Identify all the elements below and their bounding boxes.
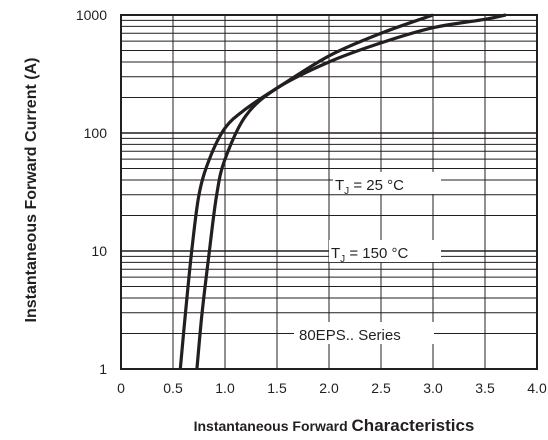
- x-axis-title-part2: Characteristics: [352, 416, 475, 435]
- grid-lines: [120, 15, 538, 370]
- x-tick-label-3: 1.5: [267, 380, 287, 396]
- plot-frame: [120, 14, 538, 370]
- curve-series-0: [178, 13, 434, 370]
- x-tick-label-2: 1.0: [215, 380, 235, 396]
- y-tick-label-2: 100: [84, 125, 108, 141]
- y-tick-label-3: 1000: [76, 7, 107, 23]
- annotation-tj-25c-rest: = 25 °C: [349, 177, 404, 194]
- annotation-tj-150c-sub: J: [340, 254, 345, 265]
- annotation-bg-series: [294, 322, 434, 344]
- annotation-tj-150c-rest: = 150 °C: [345, 245, 408, 262]
- annotation-tj-25c-sub: J: [344, 186, 349, 197]
- x-tick-label-8: 4.0: [527, 380, 547, 396]
- annotation-series: 80EPS.. Series: [299, 327, 401, 344]
- x-tick-label-5: 2.5: [371, 380, 391, 396]
- y-tick-label-0: 1: [99, 361, 107, 377]
- y-axis-title: Instantaneous Forward Current (A): [23, 58, 40, 323]
- x-tick-label-0: 0: [117, 380, 125, 396]
- x-tick-label-1: 0.5: [163, 380, 183, 396]
- annotation-tj-25c: TJ = 25 °C: [335, 177, 404, 197]
- annotation-tj-25c-t: T: [335, 177, 344, 194]
- y-tick-labels: 1 10 100 1000: [76, 7, 107, 377]
- x-tick-label-7: 3.5: [475, 380, 495, 396]
- x-tick-label-6: 3.0: [423, 380, 443, 396]
- x-axis-title-part1: Instantaneous Forward: [194, 418, 348, 434]
- annotation-tj-150c: TJ = 150 °C: [331, 245, 408, 265]
- annotation-bg-150c: [329, 240, 441, 262]
- y-tick-label-1: 10: [91, 243, 107, 259]
- x-tick-label-4: 2.0: [319, 380, 339, 396]
- x-axis-title: Instantaneous Forward Characteristics: [194, 416, 475, 435]
- x-tick-labels: 0 0.5 1.0 1.5 2.0 2.5 3.0 3.5 4.0: [117, 380, 547, 396]
- annotation-tj-150c-t: T: [331, 245, 340, 262]
- annotation-bg-25c: [333, 172, 441, 194]
- curves: [178, 13, 507, 370]
- curve-series-1: [195, 13, 507, 370]
